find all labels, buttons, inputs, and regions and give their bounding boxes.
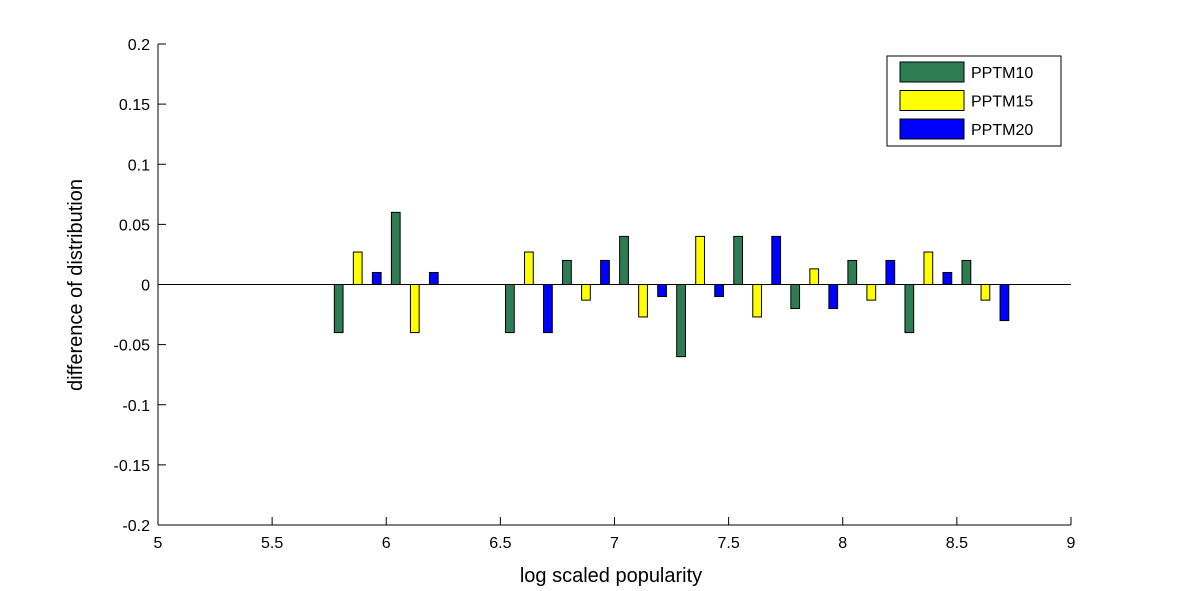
bar-pptm15-0 (352, 251, 363, 285)
x-tick-label: 8 (838, 535, 847, 552)
bar-pptm15-7 (809, 268, 820, 285)
legend-label-pptm20: PPTM20 (971, 122, 1033, 139)
bar-pptm20-8 (885, 259, 896, 286)
legend-label-pptm15: PPTM15 (971, 94, 1033, 111)
bar-pptm20-4 (657, 284, 667, 298)
bar-pptm10-4 (619, 235, 629, 285)
y-tick-label: -0.1 (122, 398, 150, 415)
y-tick-label: -0.15 (114, 458, 151, 475)
bar-pptm15-4 (638, 284, 648, 318)
x-tick-label: 6.5 (489, 535, 511, 552)
bar-pptm10-0 (333, 284, 344, 334)
legend-swatch-pptm20 (899, 118, 965, 140)
bar-pptm10-3 (562, 259, 572, 286)
axes-group: -0.2 -0.15 -0.1 -0.05 0 0.05 0.1 0.15 0.2 5 5.5 6 6.… (114, 37, 1076, 552)
bar-pptm15-2 (524, 251, 534, 285)
bar-pptm20-10 (999, 284, 1010, 322)
bar-pptm20-1 (428, 271, 439, 286)
bar-pptm20-2 (543, 284, 553, 334)
x-tick-label: 5.5 (261, 535, 283, 552)
x-tick-label: 5 (154, 535, 163, 552)
bar-pptm15-6 (752, 284, 763, 318)
bar-pptm10-6 (733, 235, 744, 285)
x-tick-label: 9 (1067, 535, 1076, 552)
bar-pptm10-5 (676, 284, 686, 358)
bar-pptm15-9 (923, 251, 934, 285)
y-tick-label: 0.1 (128, 157, 150, 174)
bar-pptm15-8 (866, 284, 877, 301)
bar-pptm20-9 (942, 271, 953, 286)
y-tick-label: 0.15 (119, 97, 150, 114)
legend: PPTM10 PPTM15 PPTM20 (886, 55, 1062, 147)
bar-pptm10-10 (961, 259, 972, 286)
y-axis-title: difference of distribution (65, 179, 87, 391)
bar-pptm15-5 (695, 235, 705, 285)
bar-pptm15-1 (409, 284, 420, 334)
bar-pptm10-7 (790, 284, 801, 310)
bar-pptm15-10 (980, 284, 991, 301)
bar-pptm20-3 (600, 259, 610, 286)
x-tick-label: 7 (610, 535, 619, 552)
legend-swatch-pptm15 (899, 90, 965, 111)
y-tick-label: 0.05 (119, 217, 150, 234)
legend-swatch-pptm10 (899, 61, 965, 83)
x-tick-label: 8.5 (946, 535, 968, 552)
y-tick-label: 0 (141, 278, 150, 295)
bar-pptm10-2 (505, 284, 515, 334)
bar-pptm10-8 (847, 259, 858, 286)
bar-pptm20-7 (828, 284, 839, 310)
y-tick-label: 0.2 (128, 37, 150, 54)
bar-pptm10-9 (904, 284, 915, 334)
bar-pptm20-6 (771, 235, 782, 285)
y-tick-label: -0.05 (114, 338, 151, 355)
bar-pptm20-0 (371, 271, 382, 286)
bar-pptm15-3 (581, 284, 591, 301)
legend-label-pptm10: PPTM10 (971, 65, 1033, 82)
x-tick-label: 7.5 (718, 535, 740, 552)
bar-pptm20-5 (714, 284, 724, 298)
y-tick-label: -0.2 (122, 518, 150, 535)
x-axis-title: log scaled popularity (520, 565, 702, 587)
bar-pptm10-1 (390, 211, 401, 286)
x-tick-label: 6 (382, 535, 391, 552)
